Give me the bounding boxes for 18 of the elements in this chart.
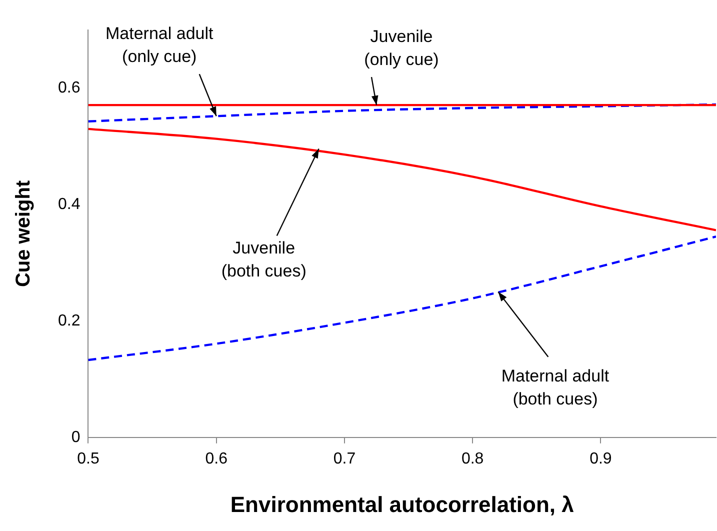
y-tick-label: 0 xyxy=(71,428,80,446)
x-tick-label: 0.8 xyxy=(461,450,484,468)
x-tick-label: 0.7 xyxy=(333,450,356,468)
annotation: Maternal adult (both cues) xyxy=(501,366,610,409)
x-axis-title: Environmental autocorrelation, λ xyxy=(230,492,574,517)
x-tick-label: 0.6 xyxy=(205,450,228,468)
line-series xyxy=(88,103,716,122)
y-axis-title: Cue weight xyxy=(12,180,35,288)
x-tick-label: 0.5 xyxy=(77,450,100,468)
y-tick-label: 0.2 xyxy=(58,312,80,330)
x-tick-label: 0.9 xyxy=(590,450,612,468)
line-series xyxy=(88,128,716,232)
annotation: Maternal adult (only cue) xyxy=(105,24,214,66)
line-series xyxy=(88,236,716,362)
annotation: Juvenile (only cue) xyxy=(364,26,439,69)
y-tick-label: 0.6 xyxy=(58,80,80,97)
y-tick-label: 0.4 xyxy=(58,196,80,214)
annotation: Juvenile (both cues) xyxy=(221,238,306,280)
